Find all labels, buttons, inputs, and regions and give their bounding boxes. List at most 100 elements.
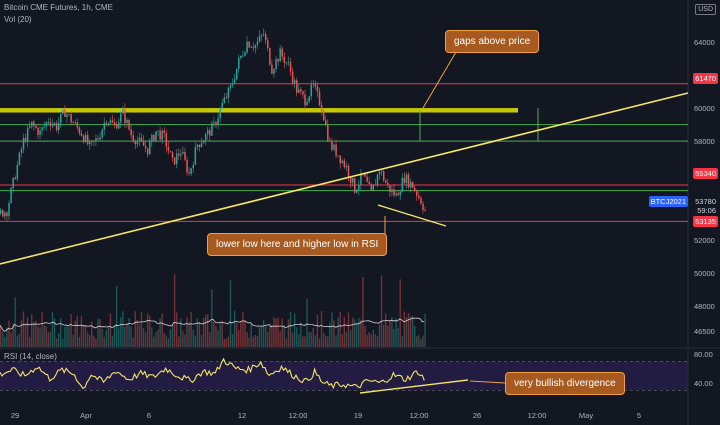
candle-body [151, 134, 153, 142]
candle-body [219, 108, 221, 119]
candle-body [53, 123, 56, 125]
volume-bar [146, 313, 149, 347]
candle-body [331, 141, 333, 150]
volume-bar [190, 312, 192, 347]
volume-bar [289, 311, 292, 347]
volume-bar [382, 324, 385, 347]
divergence-annotation[interactable]: very bullish divergence [505, 372, 625, 395]
volume-bar [132, 337, 134, 347]
volume-bar [62, 338, 64, 347]
volume-bar [128, 317, 130, 347]
volume-bar [8, 320, 10, 347]
candle-body [111, 120, 114, 123]
volume-bar [240, 321, 242, 347]
volume-bar [60, 318, 62, 347]
volume-bar [314, 335, 317, 347]
candle-body [409, 181, 412, 188]
price-lower-low-line [377, 204, 447, 227]
volume-bar [252, 336, 254, 347]
candle-body [99, 137, 101, 140]
currency-badge[interactable]: USD [695, 4, 716, 15]
candle-body [215, 122, 217, 125]
gaps-leader [422, 51, 457, 109]
candle-body [314, 83, 317, 87]
volume-bar [264, 325, 267, 347]
volume-bar [207, 314, 209, 347]
time-tick-10: 5 [637, 411, 641, 420]
volume-bar [219, 323, 221, 347]
candle-body [240, 55, 242, 59]
volume-bar [209, 332, 211, 347]
volume-bars [0, 274, 426, 347]
volume-bar [403, 311, 406, 347]
gaps-annotation[interactable]: gaps above price [445, 30, 540, 53]
candle-body [217, 118, 219, 125]
candle-body [198, 144, 201, 147]
candle-body [169, 151, 172, 153]
candle-body [258, 35, 261, 42]
candle-body [51, 124, 54, 126]
price-tag-53135: 53135 [693, 216, 718, 227]
volume-bar [337, 317, 339, 347]
candle-body [84, 134, 87, 143]
volume-bar [117, 327, 120, 347]
volume-bar [407, 313, 410, 347]
candle-body [95, 138, 97, 141]
rsi-tick-40: 40.00 [694, 379, 713, 388]
candle-body [167, 146, 170, 152]
volume-bar [362, 276, 364, 347]
candle-body [324, 120, 327, 125]
candle-body [47, 122, 50, 123]
candle-body [316, 86, 319, 92]
candle-body [146, 148, 149, 155]
volume-bar [366, 334, 368, 347]
volume-bar [211, 289, 213, 347]
volume-bar [113, 325, 116, 347]
candle-body [101, 129, 103, 138]
volume-bar [248, 337, 250, 347]
candle-body [49, 122, 52, 126]
candle-body [113, 122, 116, 125]
volume-bar [95, 338, 97, 347]
candle-body [180, 153, 182, 156]
candle-body [18, 152, 21, 165]
volume-bar [97, 318, 99, 347]
candle-body [64, 109, 66, 117]
volume-bar [312, 327, 314, 347]
volume-bar [115, 286, 118, 347]
price-tick-46500: 46500 [694, 327, 715, 336]
volume-bar [335, 335, 337, 347]
volume-bar [39, 327, 41, 347]
volume-bar [374, 334, 377, 347]
candle-body [372, 184, 375, 191]
candle-body [221, 102, 223, 109]
volume-bar [233, 311, 236, 347]
candle-body [89, 142, 91, 145]
time-tick-9: May [579, 411, 593, 420]
candle-body [225, 97, 228, 99]
ticker-tag: BTCJ2021 [648, 196, 688, 207]
volume-bar [136, 320, 139, 347]
volume-bar [107, 326, 110, 347]
volume-bar [277, 317, 279, 347]
volume-bar [250, 324, 252, 347]
candle-body [213, 122, 215, 124]
time-tick-4: 12:00 [289, 411, 308, 420]
candle-body [368, 181, 370, 184]
candle-body [302, 91, 304, 95]
volume-bar [188, 322, 190, 347]
candle-body [252, 47, 255, 49]
volume-bar [184, 334, 186, 347]
candle-body [300, 89, 302, 92]
candle-body [175, 153, 178, 165]
time-tick-0: 29 [11, 411, 19, 420]
candle-body [360, 173, 362, 185]
volume-bar [401, 336, 403, 347]
candle-body [28, 126, 31, 128]
candle-body [4, 212, 6, 217]
candle-body [26, 127, 29, 142]
candle-body [285, 62, 288, 64]
lower-low-annotation[interactable]: lower low here and higher low in RSI [207, 233, 388, 256]
candle-body [422, 203, 424, 210]
